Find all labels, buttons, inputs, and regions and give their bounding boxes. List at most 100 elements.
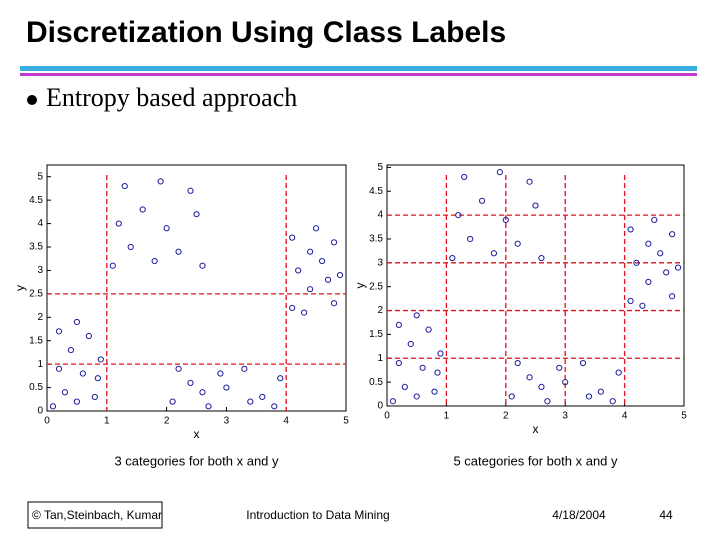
point bbox=[434, 369, 441, 376]
point bbox=[318, 257, 326, 265]
point bbox=[193, 211, 200, 218]
point bbox=[324, 276, 332, 283]
y-tick-label: 5 bbox=[377, 162, 383, 173]
point bbox=[514, 240, 521, 247]
chart-caption: 5 categories for both x and y bbox=[453, 453, 618, 468]
point bbox=[175, 365, 182, 372]
x-tick-label: 4 bbox=[283, 416, 289, 427]
point bbox=[645, 240, 652, 247]
x-tick-label: 2 bbox=[164, 416, 170, 427]
y-tick-label: 0 bbox=[377, 401, 383, 412]
point bbox=[395, 321, 402, 328]
point bbox=[217, 370, 224, 377]
point bbox=[49, 403, 57, 410]
point bbox=[121, 182, 128, 190]
point bbox=[674, 264, 682, 271]
point bbox=[669, 231, 676, 238]
point bbox=[467, 235, 474, 243]
point bbox=[562, 379, 569, 386]
point bbox=[85, 332, 92, 340]
chart-caption: 3 categories for both x and y bbox=[114, 453, 279, 468]
point bbox=[94, 375, 101, 382]
point bbox=[241, 365, 248, 372]
plot-area bbox=[46, 164, 347, 412]
point bbox=[289, 304, 296, 312]
point bbox=[175, 248, 182, 255]
x-tick-label: 5 bbox=[681, 411, 687, 422]
footer-date: 4/18/2004 bbox=[552, 508, 606, 522]
y-tick-label: 4.5 bbox=[29, 195, 43, 206]
point bbox=[205, 403, 212, 410]
y-tick-label: 3 bbox=[37, 265, 43, 276]
point bbox=[455, 212, 462, 219]
y-tick-label: 2 bbox=[377, 305, 383, 316]
x-axis-label: x bbox=[194, 427, 200, 441]
point bbox=[556, 364, 563, 371]
point bbox=[336, 272, 344, 279]
y-tick-label: 2.5 bbox=[29, 288, 43, 299]
point bbox=[633, 259, 640, 266]
x-tick-label: 3 bbox=[224, 416, 230, 427]
point bbox=[508, 393, 515, 400]
point bbox=[223, 384, 230, 391]
x-tick-label: 2 bbox=[503, 411, 509, 422]
y-tick-label: 3 bbox=[377, 257, 383, 268]
point bbox=[627, 297, 634, 305]
point bbox=[199, 262, 206, 269]
point bbox=[597, 388, 604, 395]
point bbox=[579, 359, 587, 367]
point bbox=[395, 359, 402, 367]
point bbox=[645, 278, 652, 286]
point bbox=[307, 286, 314, 293]
y-tick-label: 3.5 bbox=[369, 234, 383, 245]
point bbox=[449, 254, 456, 262]
point bbox=[413, 393, 420, 400]
point bbox=[301, 309, 308, 316]
point bbox=[157, 178, 164, 185]
point bbox=[657, 250, 664, 257]
bullet-text: Entropy based approach bbox=[46, 83, 297, 112]
point bbox=[199, 389, 206, 396]
x-tick-label: 5 bbox=[343, 416, 349, 427]
point bbox=[79, 370, 86, 377]
y-tick-label: 0.5 bbox=[369, 377, 383, 388]
point bbox=[532, 202, 539, 209]
y-tick-label: 0.5 bbox=[29, 382, 43, 393]
point bbox=[115, 220, 122, 227]
point bbox=[651, 216, 658, 223]
point bbox=[67, 346, 75, 354]
point bbox=[330, 300, 338, 307]
title-rule bbox=[20, 73, 697, 76]
point bbox=[609, 398, 616, 405]
point bbox=[139, 206, 146, 213]
point bbox=[437, 350, 444, 357]
point bbox=[91, 393, 98, 401]
x-tick-label: 0 bbox=[384, 411, 390, 422]
point bbox=[151, 257, 158, 265]
point bbox=[389, 398, 397, 405]
point bbox=[247, 398, 254, 405]
point bbox=[277, 375, 284, 382]
x-tick-label: 1 bbox=[104, 416, 110, 427]
point bbox=[407, 340, 414, 348]
point bbox=[461, 173, 468, 181]
y-axis-label: y bbox=[353, 283, 367, 289]
point bbox=[330, 239, 338, 246]
point bbox=[169, 398, 176, 405]
y-tick-label: 1.5 bbox=[29, 335, 43, 346]
bullet-dot bbox=[27, 95, 37, 105]
y-tick-label: 4 bbox=[377, 210, 383, 221]
footer-copyright: © Tan,Steinbach, Kumar bbox=[32, 508, 162, 522]
point bbox=[295, 267, 302, 274]
point bbox=[526, 178, 533, 185]
point bbox=[669, 293, 676, 300]
slide-title: Discretization Using Class Labels bbox=[26, 16, 506, 49]
footer-course: Introduction to Data Mining bbox=[246, 508, 389, 522]
y-tick-label: 1 bbox=[377, 353, 383, 364]
y-tick-label: 0 bbox=[37, 406, 43, 417]
y-axis-label: y bbox=[13, 285, 27, 291]
point bbox=[413, 312, 420, 319]
point bbox=[73, 398, 81, 405]
x-tick-label: 4 bbox=[622, 411, 628, 422]
